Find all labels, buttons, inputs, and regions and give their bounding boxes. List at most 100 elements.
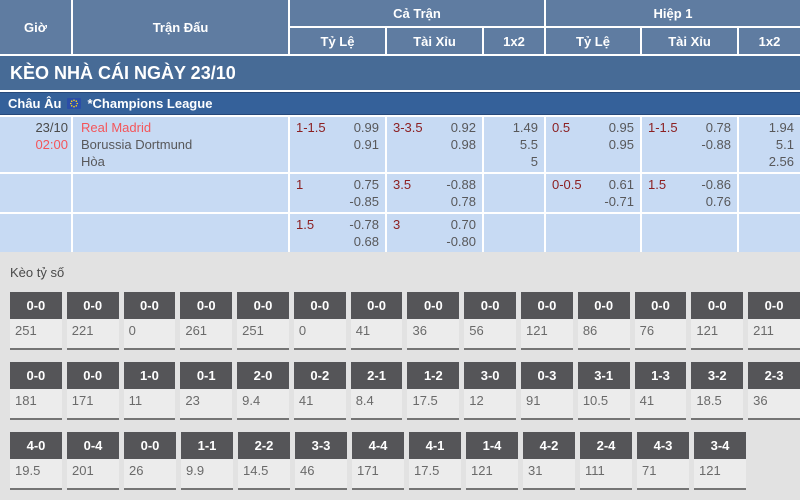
score-label: 2-4: [580, 432, 632, 459]
score-odd: 23: [180, 389, 233, 420]
score-cell[interactable]: 1-4 121: [466, 432, 518, 490]
ft-handicap-cell[interactable]: 1.5 -0.78 0.68: [290, 214, 385, 252]
score-row: 0-0 181 0-0 171 1-0 11 0-1 23 2-0 9.4 0-2 41 2-1 8.4 1…: [0, 362, 800, 420]
score-cell[interactable]: 0-1 23: [180, 362, 233, 420]
odds-values: -0.86 0.76: [701, 177, 731, 209]
handicap-line: 1: [296, 177, 304, 192]
score-label: 1-4: [466, 432, 518, 459]
score-cell[interactable]: 0-0 0: [123, 292, 176, 350]
h1-handicap-cell[interactable]: 0.5 0.95 0.95: [546, 117, 640, 172]
h1-1x2-cell[interactable]: [739, 214, 800, 252]
score-label: 0-0: [10, 292, 62, 319]
score-cell[interactable]: 1-0 11: [123, 362, 176, 420]
score-label: 0-0: [691, 292, 744, 319]
ft-over-under-cell[interactable]: 3 0.70 -0.80: [387, 214, 482, 252]
score-odd: 36: [407, 319, 460, 350]
score-label: 0-4: [67, 432, 119, 459]
score-cell[interactable]: 4-4 171: [352, 432, 404, 490]
score-cell[interactable]: 2-1 8.4: [350, 362, 403, 420]
score-cell[interactable]: 0-0 251: [10, 292, 62, 350]
score-odd: 31: [523, 459, 575, 490]
h1-over-under-cell[interactable]: [642, 214, 737, 252]
score-cell[interactable]: 0-0 56: [464, 292, 517, 350]
ft-handicap-cell[interactable]: 1 0.75 -0.85: [290, 174, 385, 212]
h1-handicap-cell[interactable]: [546, 214, 640, 252]
score-cell[interactable]: 4-0 19.5: [10, 432, 62, 490]
score-cell[interactable]: 3-1 10.5: [577, 362, 630, 420]
score-cell[interactable]: 0-0 211: [748, 292, 800, 350]
score-odd: 41: [350, 319, 403, 350]
h1-handicap-cell[interactable]: 0-0.5 0.61 -0.71: [546, 174, 640, 212]
score-odd: 181: [10, 389, 62, 420]
score-cell[interactable]: 0-0 36: [407, 292, 460, 350]
h1-1x2-cell[interactable]: [739, 174, 800, 212]
score-odd: 201: [67, 459, 119, 490]
time-cell: 23/10 02:00: [0, 117, 71, 172]
score-label: 0-0: [237, 292, 289, 319]
score-cell[interactable]: 4-2 31: [523, 432, 575, 490]
handicap-line: 1-1.5: [648, 120, 678, 135]
score-cell[interactable]: 4-1 17.5: [409, 432, 461, 490]
score-cell[interactable]: 2-3 36: [748, 362, 800, 420]
score-cell[interactable]: 0-0 0: [293, 292, 346, 350]
score-cell[interactable]: 2-2 14.5: [238, 432, 290, 490]
score-cell[interactable]: 0-0 221: [66, 292, 119, 350]
score-label: 2-3: [748, 362, 800, 389]
score-cell[interactable]: 0-0 121: [691, 292, 744, 350]
h1-over-under-cell[interactable]: 1-1.5 0.78 -0.88: [642, 117, 737, 172]
col-header-ft-ty-le: Tỷ Lệ: [290, 28, 385, 54]
score-label: 3-3: [295, 432, 347, 459]
teams-cell: Real Madrid Borussia Dortmund Hòa: [73, 117, 288, 172]
ft-1x2-cell[interactable]: [484, 174, 544, 212]
odds-table: Giờ Trận Đấu Cả Trận Hiệp 1 Tỷ Lệ Tài Xỉ…: [0, 0, 800, 252]
score-cell[interactable]: 2-0 9.4: [237, 362, 289, 420]
score-odd: 0: [293, 319, 346, 350]
ft-over-under-cell[interactable]: 3.5 -0.88 0.78: [387, 174, 482, 212]
score-cell[interactable]: 0-0 171: [66, 362, 119, 420]
score-odd: 46: [295, 459, 347, 490]
score-cell[interactable]: 0-2 41: [293, 362, 346, 420]
score-cell[interactable]: 1-2 17.5: [407, 362, 460, 420]
ft-handicap-cell[interactable]: 1-1.5 0.99 0.91: [290, 117, 385, 172]
ft-1x2-cell[interactable]: [484, 214, 544, 252]
score-cell[interactable]: 0-0 41: [350, 292, 403, 350]
score-cell[interactable]: 0-0 181: [10, 362, 62, 420]
score-cell[interactable]: 0-0 26: [124, 432, 176, 490]
ft-1x2-cell[interactable]: 1.49 5.5 5: [484, 117, 544, 172]
score-cell[interactable]: 2-4 111: [580, 432, 632, 490]
score-cell[interactable]: 3-2 18.5: [691, 362, 744, 420]
score-cell[interactable]: 0-3 91: [521, 362, 573, 420]
correct-score-section: Kèo tỷ số 0-0 251 0-0 221 0-0 0 0-0 261 0-0 251 0-…: [0, 252, 800, 490]
score-cell[interactable]: 0-4 201: [67, 432, 119, 490]
team-away: Borussia Dortmund: [81, 137, 193, 152]
col-header-ft-tai-xiu: Tài Xỉu: [387, 28, 482, 54]
score-cell[interactable]: 0-0 251: [237, 292, 289, 350]
score-label: 3-0: [464, 362, 517, 389]
h1-1x2-cell[interactable]: 1.94 5.1 2.56: [739, 117, 800, 172]
score-row: 4-0 19.5 0-4 201 0-0 26 1-1 9.9 2-2 14.5 3-3 46 4-4 1…: [0, 432, 800, 490]
score-cell[interactable]: 3-4 121: [694, 432, 746, 490]
score-odd: 14.5: [238, 459, 290, 490]
h1-over-under-cell[interactable]: 1.5 -0.86 0.76: [642, 174, 737, 212]
col-header-h1-ty-le: Tỷ Lệ: [546, 28, 640, 54]
score-cell[interactable]: 3-0 12: [464, 362, 517, 420]
col-header-h1-1x2: 1x2: [739, 28, 800, 54]
score-label: 0-0: [521, 292, 573, 319]
match-date: 23/10: [35, 120, 68, 135]
score-cell[interactable]: 0-0 76: [634, 292, 687, 350]
score-cell[interactable]: 4-3 71: [637, 432, 689, 490]
score-cell[interactable]: 0-0 86: [577, 292, 630, 350]
score-cell[interactable]: 1-1 9.9: [181, 432, 233, 490]
score-cell[interactable]: 1-3 41: [634, 362, 687, 420]
league-header[interactable]: Châu Âu *Champions League: [0, 92, 800, 115]
ft-over-under-cell[interactable]: 3-3.5 0.92 0.98: [387, 117, 482, 172]
score-cell[interactable]: 0-0 121: [521, 292, 573, 350]
team-home: Real Madrid: [81, 120, 152, 135]
score-label: 0-0: [180, 292, 233, 319]
score-label: 0-0: [124, 432, 176, 459]
score-cell[interactable]: 3-3 46: [295, 432, 347, 490]
score-label: 0-2: [293, 362, 346, 389]
score-odd: 56: [464, 319, 517, 350]
score-cell[interactable]: 0-0 261: [180, 292, 233, 350]
